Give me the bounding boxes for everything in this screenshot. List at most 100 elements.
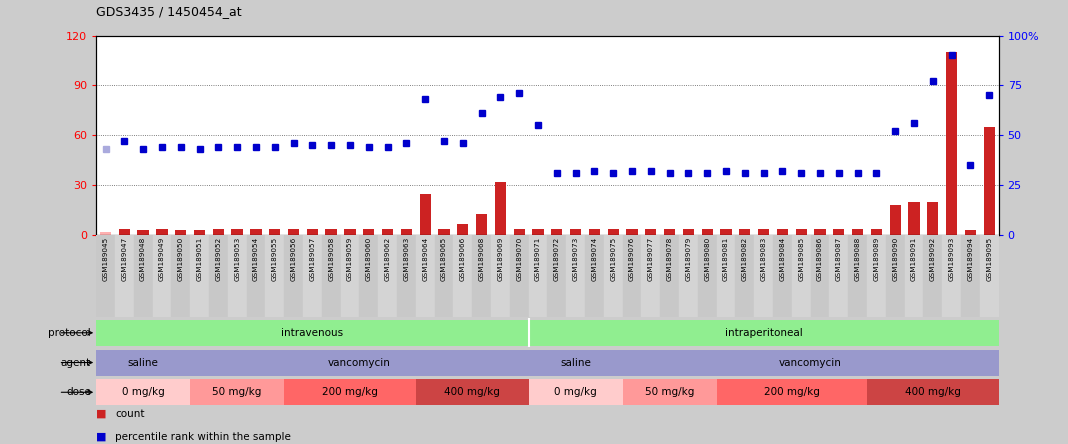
Text: GSM189069: GSM189069 [498, 237, 503, 281]
Bar [476, 214, 487, 235]
Bar [588, 229, 600, 235]
Bar [509, 235, 529, 317]
Bar [171, 235, 190, 317]
Text: GSM189063: GSM189063 [404, 237, 409, 281]
Bar [227, 235, 247, 317]
Bar [96, 320, 529, 346]
Bar [363, 229, 375, 235]
Bar [119, 229, 130, 235]
Bar [288, 229, 299, 235]
Bar [908, 202, 920, 235]
Text: GSM189059: GSM189059 [347, 237, 352, 281]
Text: GSM189079: GSM189079 [686, 237, 691, 281]
Text: GSM189071: GSM189071 [535, 237, 541, 281]
Text: protocol: protocol [48, 328, 91, 338]
Bar [269, 229, 281, 235]
Text: ■: ■ [96, 432, 107, 442]
Bar [961, 235, 979, 317]
Bar [905, 235, 924, 317]
Bar [453, 235, 472, 317]
Bar [848, 235, 867, 317]
Bar [284, 379, 415, 405]
Bar [529, 320, 999, 346]
Bar [96, 379, 190, 405]
Bar [702, 229, 712, 235]
Text: 200 mg/kg: 200 mg/kg [321, 387, 378, 397]
Bar [626, 229, 638, 235]
Bar [400, 229, 412, 235]
Bar [96, 235, 115, 317]
Text: GSM189090: GSM189090 [892, 237, 898, 281]
Bar [96, 349, 190, 376]
Bar [194, 230, 205, 235]
Text: GSM189065: GSM189065 [441, 237, 446, 281]
Text: vancomycin: vancomycin [328, 357, 391, 368]
Text: GSM189081: GSM189081 [723, 237, 729, 281]
Text: GSM189070: GSM189070 [516, 237, 522, 281]
Text: GSM189084: GSM189084 [780, 237, 785, 281]
Bar [156, 229, 168, 235]
Bar [570, 229, 581, 235]
Bar [529, 235, 547, 317]
Bar [885, 235, 905, 317]
Bar [566, 235, 585, 317]
Bar [682, 229, 694, 235]
Text: GSM189049: GSM189049 [159, 237, 164, 281]
Text: GSM189077: GSM189077 [648, 237, 654, 281]
Bar [415, 235, 435, 317]
Text: GSM189058: GSM189058 [328, 237, 334, 281]
Text: 0 mg/kg: 0 mg/kg [554, 387, 597, 397]
Text: intravenous: intravenous [281, 328, 344, 338]
Text: ■: ■ [96, 409, 107, 419]
Bar [494, 182, 506, 235]
Bar [679, 235, 697, 317]
Text: GSM189052: GSM189052 [216, 237, 221, 281]
Text: GSM189054: GSM189054 [253, 237, 258, 281]
Bar [942, 235, 961, 317]
Text: GSM189086: GSM189086 [817, 237, 823, 281]
Text: GSM189074: GSM189074 [592, 237, 597, 281]
Bar [796, 229, 806, 235]
Bar [645, 229, 657, 235]
Bar [736, 235, 754, 317]
Bar [697, 235, 717, 317]
Text: GSM189094: GSM189094 [968, 237, 973, 281]
Bar [115, 235, 134, 317]
Text: GSM189060: GSM189060 [365, 237, 372, 281]
Text: vancomycin: vancomycin [780, 357, 842, 368]
Bar [175, 230, 186, 235]
Bar [867, 235, 885, 317]
Bar [435, 235, 453, 317]
Text: GSM189051: GSM189051 [197, 237, 203, 281]
Bar [420, 194, 430, 235]
Text: 400 mg/kg: 400 mg/kg [444, 387, 500, 397]
Text: GSM189091: GSM189091 [911, 237, 917, 281]
Bar [773, 235, 791, 317]
Text: agent: agent [61, 357, 91, 368]
Text: GSM189066: GSM189066 [459, 237, 466, 281]
Bar [664, 229, 675, 235]
Text: GSM189050: GSM189050 [177, 237, 184, 281]
Bar [529, 349, 623, 376]
Bar [284, 235, 303, 317]
Text: GSM189048: GSM189048 [140, 237, 146, 281]
Text: GSM189082: GSM189082 [742, 237, 748, 281]
Text: GSM189085: GSM189085 [798, 237, 804, 281]
Text: GSM189080: GSM189080 [704, 237, 710, 281]
Text: GSM189064: GSM189064 [422, 237, 428, 281]
Bar [359, 235, 378, 317]
Bar [100, 232, 111, 235]
Bar [754, 235, 773, 317]
Bar [870, 229, 882, 235]
Bar [811, 235, 830, 317]
Text: saline: saline [560, 357, 591, 368]
Text: GSM189089: GSM189089 [874, 237, 879, 281]
Bar [134, 235, 153, 317]
Bar [608, 229, 618, 235]
Bar [623, 235, 642, 317]
Text: 0 mg/kg: 0 mg/kg [122, 387, 164, 397]
Text: GSM189045: GSM189045 [103, 237, 109, 281]
Text: intraperitoneal: intraperitoneal [725, 328, 802, 338]
Bar [438, 229, 450, 235]
Bar [307, 229, 318, 235]
